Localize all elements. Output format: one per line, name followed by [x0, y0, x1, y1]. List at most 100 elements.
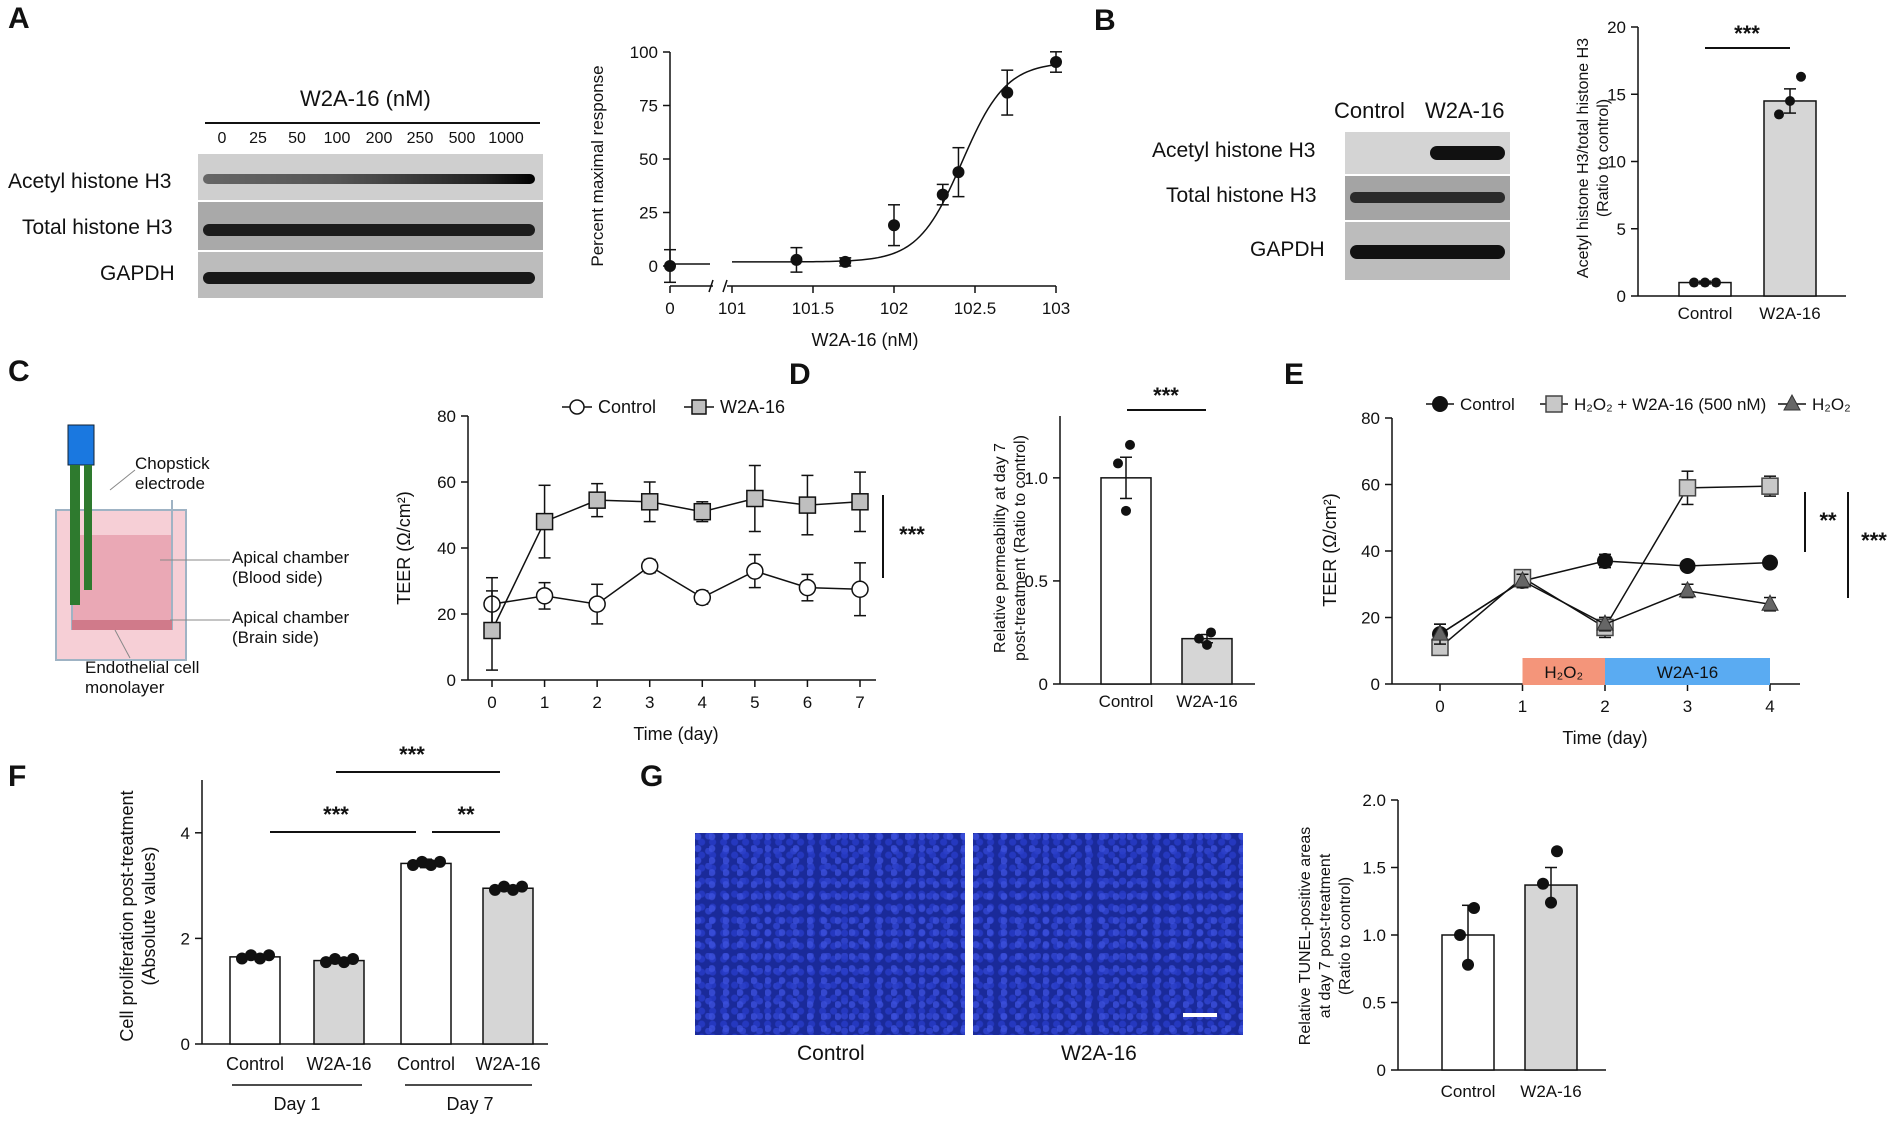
chart-e-band [1522, 658, 1605, 685]
chart-f-bar [482, 887, 534, 1045]
chart-e-point [1762, 554, 1778, 571]
chart-c-significance: *** [899, 522, 925, 547]
blot-a-lane-label: 100 [323, 130, 351, 147]
chart-g-x-label: W2A-16 [1520, 1082, 1581, 1101]
scale-bar [1183, 1013, 1217, 1017]
chart-d-point [1121, 505, 1131, 516]
panel-letter-b: B [1094, 4, 1116, 37]
chart-d-ylabel: Relative permeability at day 7 [992, 443, 1009, 653]
chart-c-x-tick-label: 7 [855, 693, 864, 712]
chart-f-point [338, 956, 350, 969]
chart-f-significance: *** [323, 802, 349, 827]
transwell-diagram [55, 424, 187, 661]
blot-b-band-acetyl [1345, 132, 1510, 174]
chart-c-y-tick-label: 80 [437, 407, 456, 426]
panel-letter-c: C [8, 355, 30, 388]
chart-c-point [640, 493, 659, 511]
chart-e-point [1431, 624, 1449, 641]
chart-b-x-label: Control [1678, 304, 1733, 323]
chart-e-point [1783, 393, 1801, 411]
chart-d-significance: *** [1153, 383, 1179, 408]
chart-a-y-tick-label: 100 [630, 43, 658, 62]
chart-f-significance: ** [457, 802, 475, 827]
chart-f-point [407, 859, 419, 872]
chart-c-y-tick-label: 60 [437, 473, 456, 492]
blot-b-lane-w2a: W2A-16 [1425, 98, 1505, 123]
chart-g-y-tick-label: 0.5 [1362, 994, 1386, 1013]
chart-a-xlabel: W2A-16 (nM) [811, 330, 918, 350]
blot-a-lane-label: 200 [365, 130, 393, 147]
chart-f-bar [313, 959, 365, 1045]
micrograph-control [695, 833, 965, 1035]
chart-b-y-tick-label: 20 [1607, 18, 1626, 37]
chart-f-point [245, 949, 257, 962]
chart-f-point [320, 956, 332, 969]
chart-d-y-tick-label: 1.0 [1024, 469, 1048, 488]
chart-a-x-tick-label: 102.5 [954, 299, 997, 318]
chart-c-point [798, 578, 817, 597]
chart-f-group-label: Day 7 [446, 1094, 493, 1114]
chart-g-point [1537, 877, 1549, 890]
chart-b-point [1700, 277, 1710, 288]
chart-c-point [693, 588, 712, 607]
chart-e-band-label: H₂O₂ [1544, 663, 1583, 682]
chart-f-y-tick-label: 0 [181, 1035, 190, 1054]
chart-d-x-label: W2A-16 [1176, 692, 1237, 711]
chart-a-point [664, 260, 676, 272]
chart-a-x-tick-label: 102 [880, 299, 908, 318]
chart-e-x-tick-label: 3 [1683, 697, 1692, 716]
chart-f-point [254, 952, 266, 965]
chart-e-y-tick-label: 0 [1371, 675, 1380, 694]
chart-d-point [1206, 627, 1216, 638]
chart-b-ylabel: (Ratio to control) [1595, 99, 1612, 217]
chart-a-point [888, 219, 900, 232]
chart-e-x-tick-label: 0 [1435, 697, 1444, 716]
chart-e-significance: *** [1861, 528, 1887, 553]
chart-c-point [851, 580, 869, 598]
chart-f-bar [400, 862, 452, 1045]
chart-c-x-tick-label: 0 [487, 693, 496, 712]
chart-f-group-label: Day 1 [273, 1094, 320, 1114]
chart-e-point [1432, 396, 1448, 412]
chart-c-ylabel: TEER (Ω/cm²) [394, 491, 414, 604]
chart-c-y-tick-label: 20 [437, 605, 456, 624]
chart-e-point [1678, 479, 1697, 497]
chart-f-x-label: W2A-16 [475, 1054, 540, 1074]
chart-b-bar [1763, 100, 1817, 297]
chart-f-point [489, 883, 501, 896]
micrograph-label-w2a16: W2A-16 [1061, 1042, 1137, 1065]
chart-c-point [693, 502, 712, 521]
chart-c-point [483, 621, 501, 640]
chart-c-xlabel: Time (day) [633, 724, 718, 744]
blot-a-row-gapdh: GAPDH [100, 262, 175, 285]
chart-f-x-label: W2A-16 [306, 1054, 371, 1074]
chart-g-point [1551, 845, 1563, 858]
diagram-label-electrode: Chopstick electrode [135, 454, 210, 493]
chart-f-y-tick-label: 2 [181, 929, 190, 948]
diagram-label-monolayer: Endothelial cell monolayer [85, 658, 200, 697]
chart-e-significance: ** [1819, 508, 1837, 533]
chart-f-point [263, 949, 275, 962]
chart-c-point [640, 557, 659, 575]
chart-d-ylabel: post-treatment (Ratio to control) [1012, 435, 1029, 661]
chart-c-legend-marker [691, 399, 707, 415]
chart-e-band-label: W2A-16 [1657, 663, 1718, 682]
chart-e-x-tick-label: 2 [1600, 697, 1609, 716]
chart-e-ylabel: TEER (Ω/cm²) [1320, 493, 1340, 606]
chart-g-ylabel: (Ratio to control) [1337, 877, 1354, 995]
chart-g-y-tick-label: 1.5 [1362, 859, 1386, 878]
chart-a-y-tick-label: 50 [639, 150, 658, 169]
chart-a-point [839, 255, 852, 268]
chart-c-x-tick-label: 1 [540, 693, 549, 712]
chart-b-point [1785, 95, 1795, 106]
chart-a-y-tick-label: 25 [639, 204, 658, 223]
chart-c-point [535, 512, 554, 531]
chart-b-y-tick-label: 15 [1607, 85, 1626, 104]
blot-a-lane-label: 1000 [488, 130, 524, 147]
blot-b-row-acetyl: Acetyl histone H3 [1152, 139, 1316, 162]
chart-b-y-tick-label: 5 [1617, 220, 1626, 239]
chart-g-ylabel: Relative TUNEL-positive areas [1297, 827, 1314, 1045]
chart-g-point [1462, 958, 1474, 971]
blot-b-lane-control: Control [1334, 98, 1405, 123]
micrograph-label-control: Control [797, 1042, 865, 1065]
